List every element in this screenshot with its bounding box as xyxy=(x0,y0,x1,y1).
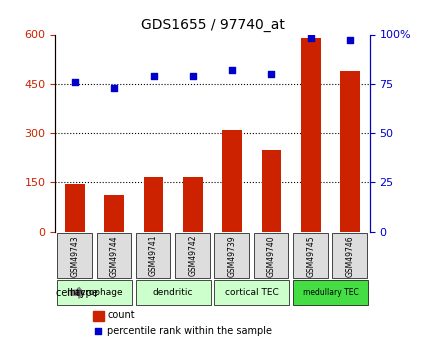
FancyBboxPatch shape xyxy=(254,233,289,278)
Text: GSM49741: GSM49741 xyxy=(149,235,158,276)
Text: count: count xyxy=(107,310,135,321)
FancyBboxPatch shape xyxy=(57,280,132,305)
Text: GSM49739: GSM49739 xyxy=(228,235,237,277)
Text: macrophage: macrophage xyxy=(66,288,123,297)
Title: GDS1655 / 97740_at: GDS1655 / 97740_at xyxy=(141,18,284,32)
Point xyxy=(268,71,275,77)
Text: GSM49740: GSM49740 xyxy=(267,235,276,277)
Bar xyxy=(105,196,124,231)
Text: cell type: cell type xyxy=(56,288,98,298)
Text: GSM49743: GSM49743 xyxy=(71,235,79,277)
Point xyxy=(150,73,157,79)
Text: GSM49742: GSM49742 xyxy=(188,235,197,276)
Point xyxy=(190,73,196,79)
Text: GSM49745: GSM49745 xyxy=(306,235,315,277)
FancyBboxPatch shape xyxy=(57,233,92,278)
FancyArrow shape xyxy=(71,287,84,298)
FancyBboxPatch shape xyxy=(293,280,368,305)
Text: dendritic: dendritic xyxy=(153,288,193,297)
Text: medullary TEC: medullary TEC xyxy=(303,288,358,297)
FancyBboxPatch shape xyxy=(96,233,131,278)
Point xyxy=(347,38,354,43)
FancyBboxPatch shape xyxy=(332,233,367,278)
Bar xyxy=(222,130,242,231)
Point xyxy=(111,85,118,90)
Point xyxy=(307,36,314,41)
Text: GSM49746: GSM49746 xyxy=(346,235,354,277)
Text: GSM49744: GSM49744 xyxy=(110,235,119,277)
Text: cortical TEC: cortical TEC xyxy=(225,288,279,297)
FancyBboxPatch shape xyxy=(215,233,249,278)
FancyBboxPatch shape xyxy=(136,233,170,278)
FancyBboxPatch shape xyxy=(136,280,210,305)
Bar xyxy=(340,71,360,231)
Point xyxy=(229,67,235,73)
Point xyxy=(71,79,78,85)
FancyBboxPatch shape xyxy=(293,233,328,278)
Bar xyxy=(262,149,281,231)
FancyBboxPatch shape xyxy=(175,233,210,278)
Bar xyxy=(183,177,203,231)
Bar xyxy=(301,38,320,231)
Bar xyxy=(93,311,104,321)
Text: percentile rank within the sample: percentile rank within the sample xyxy=(107,326,272,336)
FancyBboxPatch shape xyxy=(215,280,289,305)
Bar xyxy=(144,177,163,231)
Bar xyxy=(65,184,85,231)
